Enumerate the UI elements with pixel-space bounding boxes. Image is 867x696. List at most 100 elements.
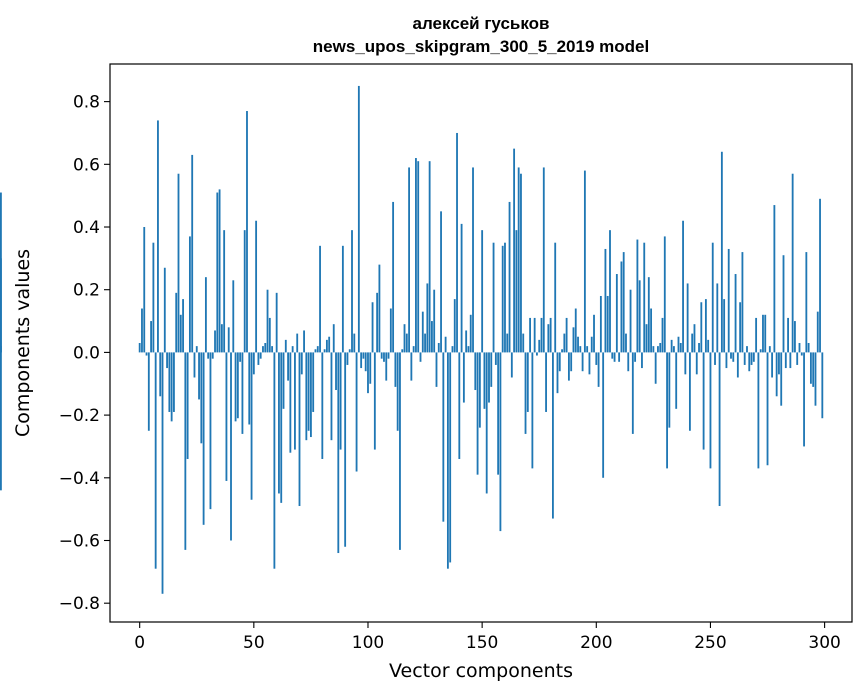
bar	[732, 352, 735, 362]
bar	[458, 352, 461, 459]
bar	[784, 352, 787, 369]
bar	[586, 346, 589, 353]
bar	[711, 242, 714, 353]
x-axis: 0 50 100 150 200 250 300	[134, 622, 841, 653]
bar	[734, 274, 737, 353]
bar	[652, 346, 655, 353]
bar	[328, 336, 331, 353]
bar	[344, 352, 347, 547]
bar	[730, 352, 732, 359]
bar	[604, 248, 607, 353]
bar	[515, 230, 518, 353]
bar	[702, 352, 705, 450]
bar	[809, 352, 812, 384]
x-tick-label: 100	[352, 633, 384, 653]
bar	[214, 330, 216, 353]
bar	[236, 352, 239, 419]
bar	[364, 352, 367, 372]
bar	[620, 261, 623, 353]
bar	[424, 333, 426, 353]
bar	[807, 343, 810, 353]
bar	[417, 161, 420, 353]
bar	[275, 292, 278, 353]
bar	[138, 343, 141, 353]
bar	[609, 230, 611, 353]
bar	[323, 349, 326, 353]
bar	[431, 321, 433, 353]
x-tick-label: 0	[134, 633, 145, 653]
bar	[691, 333, 694, 353]
bar	[567, 352, 570, 381]
bar	[193, 352, 196, 378]
bar	[273, 352, 276, 569]
bar	[150, 321, 153, 353]
bar	[524, 352, 527, 434]
bar	[355, 352, 358, 472]
bar	[597, 352, 600, 387]
chart-title-line-2: news_upos_skipgram_300_5_2019 model	[313, 37, 649, 56]
bar	[736, 352, 739, 378]
bar	[739, 302, 742, 353]
bar	[565, 317, 568, 353]
bar	[152, 242, 155, 353]
bar	[282, 352, 285, 409]
bar	[298, 352, 301, 507]
bar	[563, 333, 566, 353]
bar	[268, 317, 271, 353]
bar	[590, 336, 593, 353]
bar	[250, 352, 253, 500]
bar	[337, 352, 340, 554]
bar	[780, 352, 783, 406]
bar	[262, 346, 264, 353]
bar	[661, 317, 664, 353]
bar	[670, 339, 673, 353]
bar	[357, 85, 360, 353]
bar	[444, 336, 447, 353]
bar	[426, 283, 429, 353]
bar	[462, 352, 465, 403]
bar	[478, 352, 481, 428]
bar	[654, 352, 657, 384]
bar	[232, 280, 235, 353]
bar	[579, 346, 582, 353]
bar	[814, 352, 817, 406]
bar	[494, 352, 497, 365]
bar	[234, 352, 237, 422]
bar	[154, 352, 157, 569]
bar	[581, 352, 584, 372]
bar	[504, 242, 506, 353]
bar	[593, 314, 595, 353]
bar	[305, 352, 308, 441]
bar	[216, 192, 219, 353]
bar	[460, 223, 463, 353]
bar	[394, 352, 397, 387]
bar	[278, 352, 280, 494]
bar	[778, 352, 780, 375]
bar	[796, 352, 799, 365]
bar	[421, 311, 424, 353]
bar	[449, 352, 452, 563]
bar	[536, 352, 538, 356]
bar	[627, 352, 630, 372]
bar	[643, 242, 646, 353]
bar	[775, 352, 778, 397]
bar	[392, 201, 395, 353]
y-axis: −0.8 −0.6 −0.4 −0.2 0.0 0.2 0.4 0.6 0.8	[59, 93, 110, 614]
bar	[312, 352, 315, 412]
x-tick-label: 50	[243, 633, 265, 653]
bar	[319, 245, 321, 353]
bar	[606, 295, 609, 353]
bar	[223, 230, 226, 353]
bar	[437, 343, 440, 353]
bar	[693, 324, 696, 353]
bar	[225, 352, 228, 481]
bar	[396, 352, 399, 431]
bar	[303, 330, 305, 353]
bar	[170, 352, 173, 422]
bar	[465, 330, 468, 353]
bar	[531, 352, 534, 469]
bar	[727, 248, 730, 353]
bar	[159, 352, 162, 397]
bar	[147, 352, 150, 431]
